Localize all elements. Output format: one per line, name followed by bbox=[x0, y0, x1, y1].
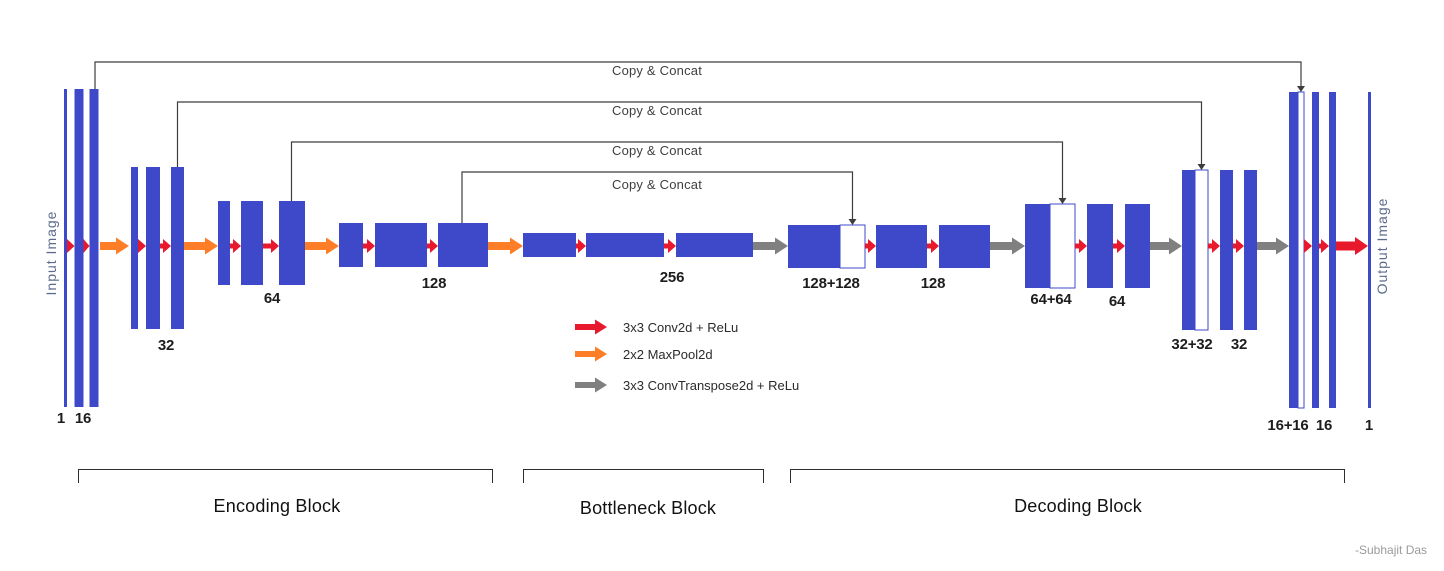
output-conv-arrow bbox=[1336, 237, 1368, 255]
concat-feature-bar bbox=[1049, 203, 1076, 289]
legend-label-conv: 3x3 Conv2d + ReLu bbox=[623, 319, 739, 335]
feature-map-bar bbox=[218, 201, 230, 285]
feature-map-bar bbox=[1312, 92, 1319, 408]
conv-arrow bbox=[927, 239, 939, 253]
feature-map-bar bbox=[1329, 92, 1336, 408]
feature-map-bar bbox=[586, 233, 664, 257]
concat-feature-bar bbox=[839, 224, 866, 269]
feature-map-bar bbox=[279, 201, 305, 285]
feature-map-bar bbox=[1220, 170, 1233, 330]
feature-map-bar bbox=[64, 89, 67, 407]
conv-arrow bbox=[363, 239, 375, 253]
convtranspose-arrow-legend-icon bbox=[575, 377, 607, 393]
feature-map-bar bbox=[939, 225, 990, 268]
skip-connection-line bbox=[461, 171, 854, 223]
maxpool-arrow bbox=[100, 237, 129, 255]
conv-arrow bbox=[230, 239, 241, 253]
skip-connection-line bbox=[94, 61, 1302, 89]
maxpool-arrow-legend-icon bbox=[575, 346, 607, 362]
skip-connection-arrowhead bbox=[1058, 198, 1067, 204]
legend-row-conv: 3x3 Conv2d + ReLu bbox=[575, 319, 738, 335]
feature-map-bar bbox=[438, 223, 488, 267]
maxpool-arrow bbox=[184, 237, 218, 255]
convtranspose-arrow bbox=[990, 237, 1025, 255]
conv-arrow bbox=[576, 239, 586, 253]
skip-connection-line bbox=[176, 101, 1203, 167]
conv-arrow bbox=[1113, 239, 1125, 253]
feature-map-bar bbox=[1289, 92, 1298, 408]
legend-row-convtranspose: 3x3 ConvTranspose2d + ReLu bbox=[575, 377, 799, 393]
conv-arrow-legend-icon bbox=[575, 319, 607, 335]
conv-arrow bbox=[1233, 239, 1244, 253]
conv-arrow-glyph bbox=[575, 319, 607, 335]
legend-row-maxpool: 2x2 MaxPool2d bbox=[575, 346, 713, 362]
feature-map-bar bbox=[146, 167, 160, 329]
skip-connection-arrowhead bbox=[848, 219, 857, 225]
feature-map-bar bbox=[131, 167, 138, 329]
convtranspose-arrow bbox=[1150, 237, 1182, 255]
input-image-label: Input Image bbox=[43, 210, 59, 296]
conv-arrow bbox=[263, 239, 279, 253]
legend: 3x3 Conv2d + ReLu 2x2 MaxPool2d 3x3 Conv… bbox=[575, 319, 835, 399]
feature-map-bar bbox=[375, 223, 427, 267]
conv-arrow bbox=[83, 239, 90, 253]
convtranspose-arrow-glyph bbox=[575, 377, 607, 393]
skip-connection-arrowhead bbox=[1297, 86, 1305, 92]
skip-connection-arrowhead bbox=[1197, 164, 1206, 170]
conv-arrow bbox=[67, 239, 75, 253]
feature-map-bar bbox=[89, 89, 99, 407]
maxpool-arrow-glyph bbox=[575, 346, 607, 362]
conv-arrow bbox=[865, 239, 876, 253]
legend-label-maxpool: 2x2 MaxPool2d bbox=[623, 346, 713, 362]
conv-arrow bbox=[1319, 239, 1329, 253]
feature-map-bar bbox=[676, 233, 753, 257]
feature-map-bar bbox=[1368, 92, 1371, 408]
conv-arrow bbox=[1208, 239, 1220, 253]
feature-map-bar bbox=[1182, 170, 1195, 330]
maxpool-arrow bbox=[488, 237, 523, 255]
feature-map-bar bbox=[523, 233, 576, 257]
convtranspose-arrow bbox=[1257, 237, 1289, 255]
feature-map-bar bbox=[788, 225, 840, 268]
skip-connection-line bbox=[290, 141, 1064, 201]
conv-arrow bbox=[1304, 239, 1312, 253]
feature-map-bar bbox=[241, 201, 263, 285]
conv-arrow bbox=[160, 239, 171, 253]
feature-map-bar bbox=[1125, 204, 1150, 288]
feature-map-bar bbox=[1087, 204, 1113, 288]
feature-map-bar bbox=[74, 89, 84, 407]
feature-map-bar bbox=[876, 225, 927, 268]
feature-map-bar bbox=[339, 223, 363, 267]
maxpool-arrow bbox=[305, 237, 339, 255]
legend-label-convtranspose: 3x3 ConvTranspose2d + ReLu bbox=[623, 377, 800, 393]
feature-map-bar bbox=[1244, 170, 1257, 330]
signature: -Subhajit Das bbox=[1355, 543, 1428, 557]
output-image-label: Output Image bbox=[1374, 197, 1390, 295]
feature-map-bar bbox=[1025, 204, 1050, 288]
convtranspose-arrow bbox=[753, 237, 788, 255]
conv-arrow bbox=[427, 239, 438, 253]
conv-arrow bbox=[664, 239, 676, 253]
feature-map-bar bbox=[171, 167, 184, 329]
conv-arrow bbox=[138, 239, 146, 253]
concat-feature-bar bbox=[1194, 169, 1209, 331]
concat-feature-bar bbox=[1297, 91, 1305, 409]
conv-arrow bbox=[1075, 239, 1087, 253]
